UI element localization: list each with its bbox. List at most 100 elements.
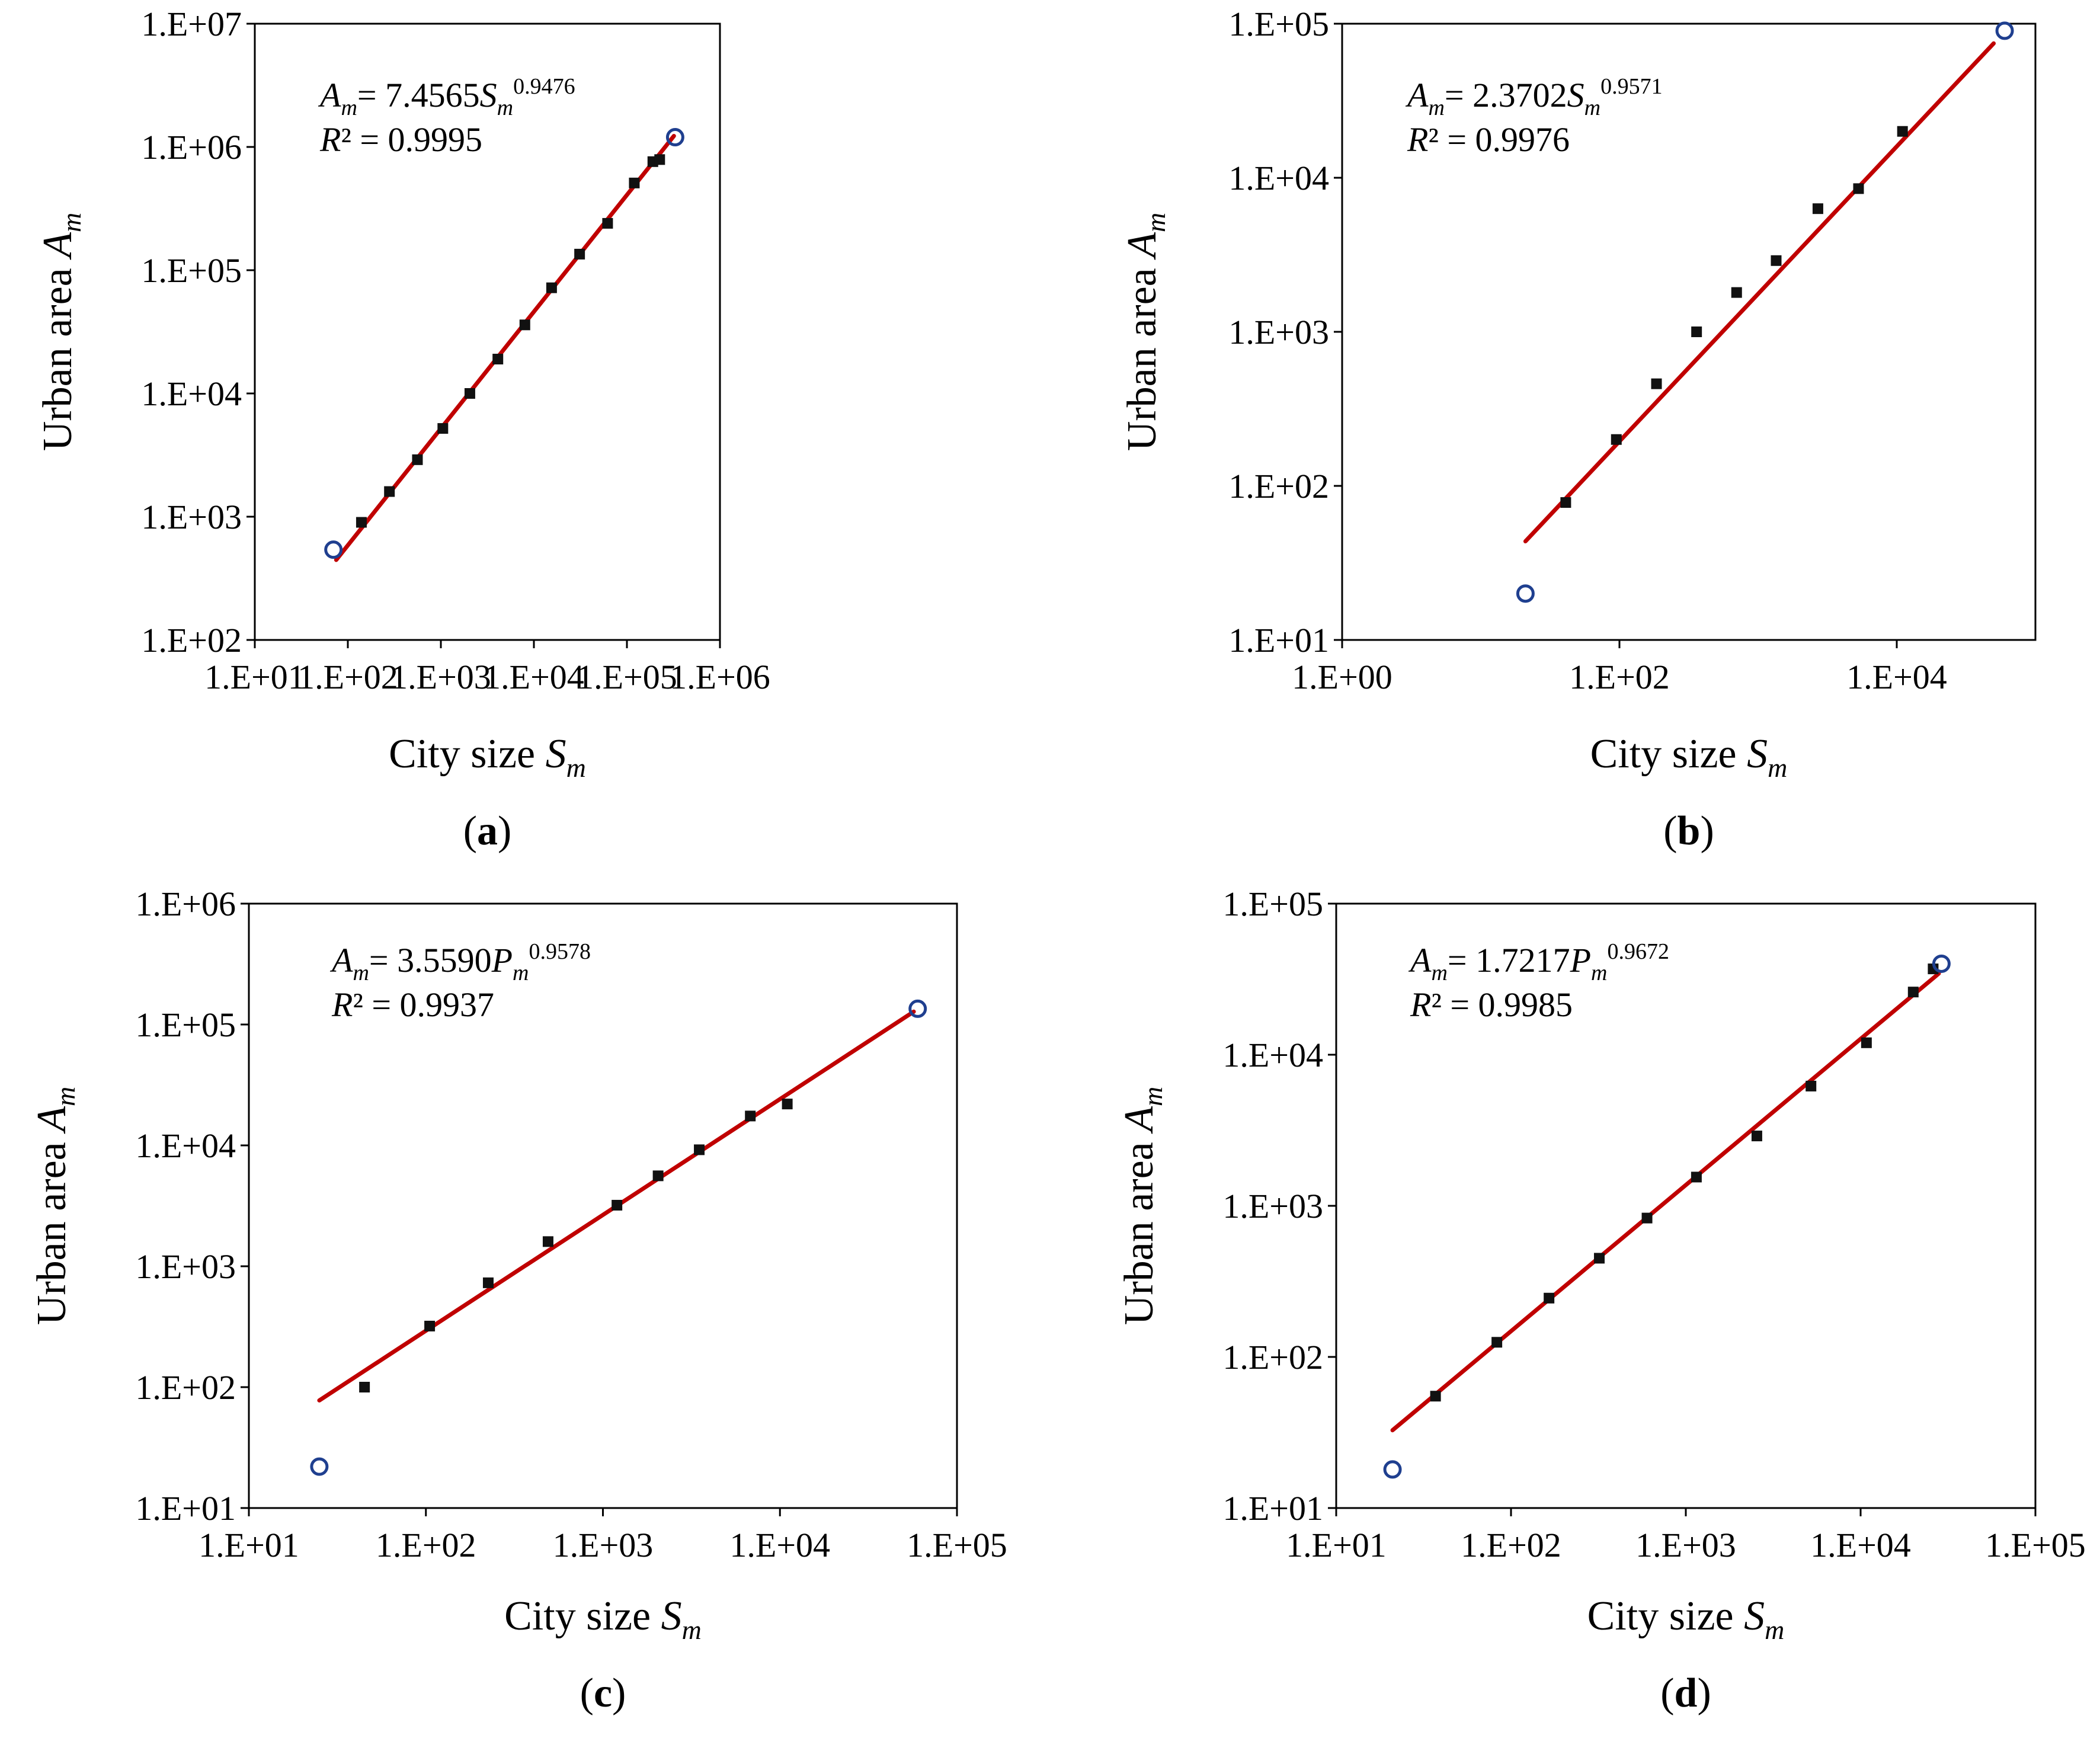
data-point-square [464,388,475,399]
data-point-square [542,1236,553,1247]
x-axis-label: City size Sm [389,731,586,783]
y-tick-label: 1.E+06 [135,885,236,923]
data-point-square [492,354,504,365]
y-tick-label: 1.E+01 [135,1489,236,1528]
r-squared: R² = 0.9985 [1410,985,1573,1024]
y-tick-label: 1.E+05 [135,1006,236,1044]
panel-label: (d) [1660,1670,1711,1716]
x-tick-label: 1.E+01 [1286,1526,1387,1564]
data-point-square [1751,1131,1762,1142]
data-point-square [356,517,367,528]
data-point-square [629,177,640,188]
data-point-square [602,217,613,229]
data-point-circle [908,999,927,1018]
chart-panel-c: 1.E+01 1.E+02 1.E+03 1.E+04 1.E+05 1.E+01 1.E+… [29,885,1007,1716]
data-point-square [694,1144,705,1155]
x-tick-label: 1.E+03 [390,658,491,696]
data-point-circle [324,540,343,559]
x-tick-label: 1.E+02 [297,658,398,696]
data-point-square [1491,1337,1503,1348]
data-point-square [612,1199,623,1211]
x-tick-label: 1.E+04 [484,658,584,696]
panel-label: (a) [463,808,512,854]
data-point-square [1641,1212,1653,1224]
data-point-square [745,1110,756,1122]
data-point-circle [1516,584,1535,603]
data-point-square [1594,1253,1605,1264]
y-tick-label: 1.E+04 [135,1126,236,1165]
data-point-square [1907,987,1919,998]
data-point-square [1691,326,1702,337]
x-tick-label: 1.E+05 [907,1526,1007,1564]
y-tick-label: 1.E+04 [1228,159,1329,197]
panel-label: (c) [580,1670,626,1716]
fit-equation: Am= 2.3702Sm0.9571 [1405,74,1663,120]
x-tick-label: 1.E+02 [1569,658,1670,696]
x-tick-label: 1.E+01 [204,658,305,696]
data-point-square [1806,1080,1817,1091]
data-point-square [782,1099,793,1110]
data-point-square [1651,378,1662,389]
data-point-square [1544,1292,1555,1304]
y-tick-label: 1.E+03 [1228,313,1329,351]
data-point-square [1812,203,1823,215]
data-point-circle [1932,954,1951,973]
plot-frame [1341,23,2037,641]
data-point-square [384,486,395,497]
data-point-square [574,248,585,260]
data-point-square [652,1170,664,1182]
y-tick-label: 1.E+02 [135,1368,236,1407]
x-axis-label: City size Sm [1590,731,1788,783]
y-axis-label: Urban area Am [1119,213,1171,451]
y-axis-label: Urban area Am [29,1087,81,1325]
x-axis-label: City size Sm [504,1593,702,1645]
data-point-square [654,154,665,165]
fit-equation: Am= 3.5590Pm0.9578 [329,939,591,985]
y-tick-label: 1.E+05 [1228,5,1329,43]
y-axis-label: Urban area Am [35,213,87,451]
x-tick-label: 1.E+06 [670,658,770,696]
x-tick-label: 1.E+00 [1292,658,1392,696]
y-tick-label: 1.E+03 [1222,1187,1323,1225]
y-tick-label: 1.E+03 [141,498,242,536]
data-point-square [424,1320,436,1331]
y-tick-label: 1.E+01 [1228,621,1329,659]
y-tick-label: 1.E+05 [1222,885,1323,923]
x-tick-label: 1.E+02 [1461,1526,1561,1564]
x-tick-label: 1.E+04 [729,1526,830,1564]
x-tick-label: 1.E+05 [1985,1526,2086,1564]
y-tick-label: 1.E+02 [1222,1338,1323,1376]
data-point-square [1611,434,1622,445]
data-point-circle [665,128,684,147]
plot-frame [254,23,721,641]
x-axis-label: City size Sm [1587,1593,1785,1645]
data-point-square [1861,1037,1872,1048]
chart-panel-d: 1.E+01 1.E+02 1.E+03 1.E+04 1.E+05 1.E+01 1.E+… [1116,885,2086,1716]
y-tick-label: 1.E+03 [135,1247,236,1286]
y-tick-label: 1.E+04 [141,374,242,413]
r-squared: R² = 0.9976 [1407,120,1570,159]
data-point-circle [310,1457,329,1476]
data-point-square [482,1277,494,1288]
y-tick-label: 1.E+06 [141,128,242,167]
data-point-square [437,423,449,434]
data-point-square [1691,1171,1702,1183]
x-tick-label: 1.E+03 [1635,1526,1736,1564]
r-squared: R² = 0.9937 [331,985,494,1024]
data-point-square [359,1382,370,1392]
y-tick-label: 1.E+02 [141,621,242,659]
data-point-square [1560,497,1571,508]
data-point-square [1430,1391,1441,1402]
x-tick-label: 1.E+04 [1810,1526,1911,1564]
fit-line [1523,41,1996,544]
x-tick-label: 1.E+01 [199,1526,299,1564]
data-point-square [1731,287,1742,298]
y-tick-label: 1.E+02 [1228,467,1329,505]
x-tick-label: 1.E+04 [1846,658,1947,696]
x-tick-label: 1.E+02 [376,1526,476,1564]
data-point-square [1928,963,1939,975]
y-tick-label: 1.E+01 [1222,1489,1323,1528]
data-point-square [1771,255,1782,266]
y-tick-label: 1.E+07 [141,5,242,43]
